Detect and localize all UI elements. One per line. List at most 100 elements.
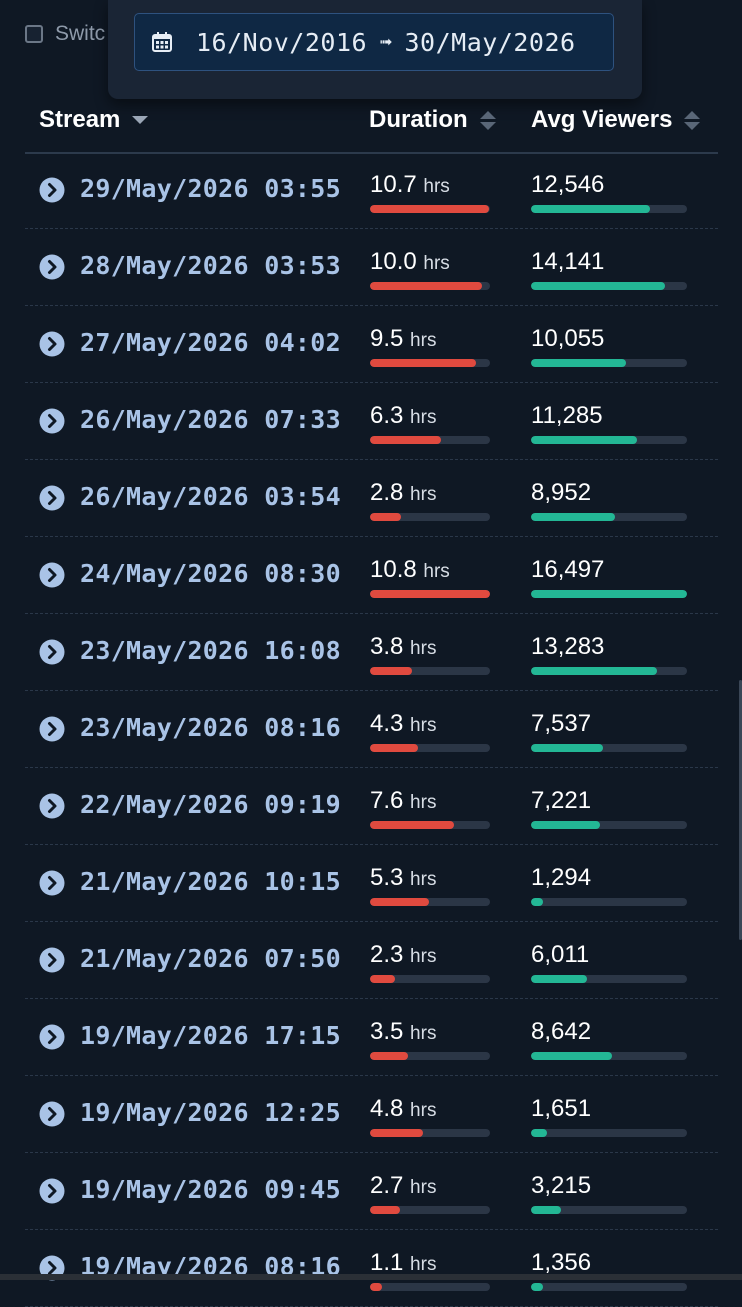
chevron-right-circle-icon[interactable] [39, 177, 65, 203]
bottom-edge [0, 1274, 742, 1280]
duration-bar-fill [370, 975, 396, 983]
chevron-right-circle-icon[interactable] [39, 1101, 65, 1127]
duration-unit: hrs [423, 253, 450, 274]
duration-number: 10.8 [370, 556, 417, 583]
table-row[interactable]: 23/May/2026 08:16 4.3 hrs 7,537 [25, 691, 718, 768]
avg-viewers-bar [531, 590, 687, 598]
duration-bar-fill [370, 744, 418, 752]
avg-viewers-bar-fill [531, 1052, 613, 1060]
switch-row[interactable]: Switc [25, 22, 105, 46]
avg-viewers-bar [531, 205, 687, 213]
avg-viewers-bar-fill [531, 744, 603, 752]
duration-value: 10.8 hrs [370, 556, 450, 584]
chevron-right-circle-icon[interactable] [39, 408, 65, 434]
table-row[interactable]: 24/May/2026 08:30 10.8 hrs 16,497 [25, 537, 718, 614]
chevron-right-circle-icon[interactable] [39, 716, 65, 742]
chevron-right-circle-icon[interactable] [39, 1024, 65, 1050]
avg-viewers-bar-fill [531, 821, 600, 829]
table-row[interactable]: 19/May/2026 08:16 1.1 hrs 1,356 [25, 1230, 718, 1307]
duration-bar [370, 975, 490, 983]
duration-number: 4.3 [370, 710, 404, 737]
duration-bar [370, 744, 490, 752]
table-row[interactable]: 23/May/2026 16:08 3.8 hrs 13,283 [25, 614, 718, 691]
avg-viewers-bar-fill [531, 590, 687, 598]
avg-viewers-bar-fill [531, 1283, 544, 1291]
avg-viewers-value: 14,141 [531, 248, 605, 275]
table-row[interactable]: 19/May/2026 12:25 4.8 hrs 1,651 [25, 1076, 718, 1153]
avg-viewers-bar-fill [531, 359, 627, 367]
duration-unit: hrs [410, 1023, 437, 1044]
avg-viewers-bar [531, 898, 687, 906]
table-row[interactable]: 22/May/2026 09:19 7.6 hrs 7,221 [25, 768, 718, 845]
stream-date-link[interactable]: 26/May/2026 07:33 [80, 405, 341, 434]
date-range-start: 16/Nov/2016 [196, 27, 368, 57]
duration-value: 2.7 hrs [370, 1172, 436, 1200]
table-row[interactable]: 27/May/2026 04:02 9.5 hrs 10,055 [25, 306, 718, 383]
duration-bar-fill [370, 513, 402, 521]
stream-table-body: 29/May/2026 03:55 10.7 hrs 12,546 28/May… [25, 152, 718, 1307]
duration-number: 2.7 [370, 1172, 404, 1199]
table-row[interactable]: 29/May/2026 03:55 10.7 hrs 12,546 [25, 152, 718, 229]
avg-viewers-bar [531, 744, 687, 752]
duration-unit: hrs [410, 1177, 437, 1198]
sort-icon [479, 110, 496, 130]
avg-viewers-value: 1,356 [531, 1249, 592, 1276]
chevron-right-circle-icon[interactable] [39, 254, 65, 280]
duration-bar [370, 898, 490, 906]
avg-viewers-value: 10,055 [531, 325, 605, 352]
duration-bar-fill [370, 282, 482, 290]
stream-date-link[interactable]: 19/May/2026 12:25 [80, 1098, 341, 1127]
stream-date-link[interactable]: 28/May/2026 03:53 [80, 251, 341, 280]
table-row[interactable]: 26/May/2026 07:33 6.3 hrs 11,285 [25, 383, 718, 460]
stream-date-link[interactable]: 24/May/2026 08:30 [80, 559, 341, 588]
stream-date-link[interactable]: 21/May/2026 07:50 [80, 944, 341, 973]
stream-date-link[interactable]: 22/May/2026 09:19 [80, 790, 341, 819]
chevron-right-circle-icon[interactable] [39, 639, 65, 665]
chevron-right-circle-icon[interactable] [39, 331, 65, 357]
column-header-stream[interactable]: Stream [39, 106, 149, 134]
stream-date-link[interactable]: 23/May/2026 08:16 [80, 713, 341, 742]
date-range-end: 30/May/2026 [404, 27, 576, 57]
stream-date-link[interactable]: 19/May/2026 09:45 [80, 1175, 341, 1204]
table-row[interactable]: 28/May/2026 03:53 10.0 hrs 14,141 [25, 229, 718, 306]
chevron-right-circle-icon[interactable] [39, 1178, 65, 1204]
duration-value: 4.8 hrs [370, 1095, 436, 1123]
avg-viewers-bar [531, 821, 687, 829]
table-row[interactable]: 19/May/2026 17:15 3.5 hrs 8,642 [25, 999, 718, 1076]
duration-bar [370, 1052, 490, 1060]
duration-unit: hrs [410, 869, 437, 890]
duration-bar-fill [370, 1052, 409, 1060]
column-header-avg-viewers[interactable]: Avg Viewers [531, 106, 701, 134]
chevron-right-circle-icon[interactable] [39, 793, 65, 819]
date-range-field[interactable]: 16/Nov/2016 ➟ 30/May/2026 [134, 13, 614, 71]
duration-value: 2.8 hrs [370, 479, 436, 507]
table-row[interactable]: 21/May/2026 10:15 5.3 hrs 1,294 [25, 845, 718, 922]
stream-date-link[interactable]: 19/May/2026 17:15 [80, 1021, 341, 1050]
stream-date-link[interactable]: 27/May/2026 04:02 [80, 328, 341, 357]
chevron-right-circle-icon[interactable] [39, 485, 65, 511]
duration-unit: hrs [410, 407, 437, 428]
duration-bar-fill [370, 359, 476, 367]
avg-viewers-value: 7,537 [531, 710, 592, 737]
chevron-right-circle-icon[interactable] [39, 947, 65, 973]
table-row[interactable]: 21/May/2026 07:50 2.3 hrs 6,011 [25, 922, 718, 999]
switch-checkbox[interactable] [25, 25, 43, 43]
stream-date-link[interactable]: 29/May/2026 03:55 [80, 174, 341, 203]
chevron-right-circle-icon[interactable] [39, 870, 65, 896]
duration-bar-fill [370, 205, 489, 213]
stream-date-link[interactable]: 26/May/2026 03:54 [80, 482, 341, 511]
scrollbar[interactable] [739, 680, 742, 940]
table-row[interactable]: 19/May/2026 09:45 2.7 hrs 3,215 [25, 1153, 718, 1230]
chevron-right-circle-icon[interactable] [39, 562, 65, 588]
table-header: Stream Duration Avg Viewers [25, 96, 718, 154]
duration-unit: hrs [423, 561, 450, 582]
table-row[interactable]: 26/May/2026 03:54 2.8 hrs 8,952 [25, 460, 718, 537]
column-header-duration[interactable]: Duration [369, 106, 496, 134]
duration-value: 6.3 hrs [370, 402, 436, 430]
stream-date-link[interactable]: 21/May/2026 10:15 [80, 867, 341, 896]
avg-viewers-value: 3,215 [531, 1172, 592, 1199]
duration-number: 9.5 [370, 325, 404, 352]
duration-bar-fill [370, 1206, 400, 1214]
stream-date-link[interactable]: 23/May/2026 16:08 [80, 636, 341, 665]
duration-bar-fill [370, 898, 429, 906]
